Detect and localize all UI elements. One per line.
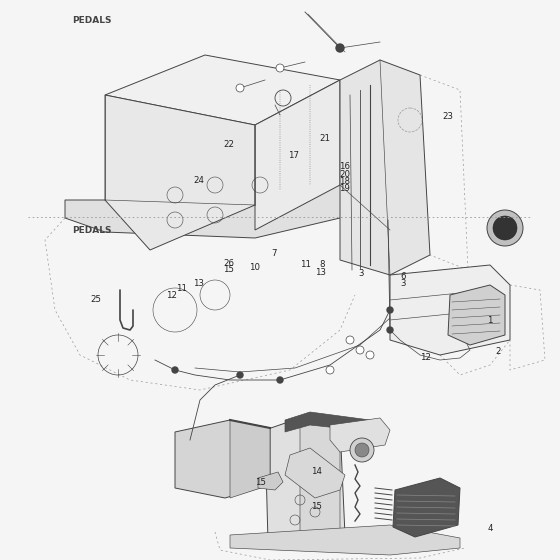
Circle shape <box>326 366 334 374</box>
Polygon shape <box>330 418 390 452</box>
Circle shape <box>336 44 344 52</box>
Text: 12: 12 <box>166 291 178 300</box>
Circle shape <box>346 336 354 344</box>
Polygon shape <box>285 412 375 432</box>
Polygon shape <box>393 478 460 537</box>
Text: 24: 24 <box>193 176 204 185</box>
Polygon shape <box>300 418 340 548</box>
Text: 15: 15 <box>255 478 266 487</box>
Polygon shape <box>340 60 430 275</box>
Circle shape <box>350 438 374 462</box>
Text: 15: 15 <box>223 265 234 274</box>
Text: 2: 2 <box>496 347 501 356</box>
Text: 21: 21 <box>319 134 330 143</box>
Text: 4: 4 <box>487 524 493 533</box>
Circle shape <box>366 351 374 359</box>
Text: 11: 11 <box>300 260 311 269</box>
Polygon shape <box>255 80 340 230</box>
Text: 11: 11 <box>176 284 188 293</box>
Circle shape <box>387 327 393 333</box>
Circle shape <box>236 84 244 92</box>
Circle shape <box>487 210 523 246</box>
Text: 17: 17 <box>288 151 300 160</box>
Polygon shape <box>65 185 370 238</box>
Text: PEDALS: PEDALS <box>72 16 111 25</box>
Circle shape <box>237 372 243 378</box>
Text: 14: 14 <box>311 467 322 476</box>
Text: 13: 13 <box>315 268 326 277</box>
Polygon shape <box>265 418 345 548</box>
Polygon shape <box>105 55 340 125</box>
Text: 20: 20 <box>339 170 350 179</box>
Polygon shape <box>285 448 345 498</box>
Text: 1: 1 <box>487 316 493 325</box>
Text: 16: 16 <box>339 162 350 171</box>
Polygon shape <box>390 265 510 355</box>
Text: 15: 15 <box>311 502 322 511</box>
Polygon shape <box>230 525 460 555</box>
Circle shape <box>356 346 364 354</box>
Text: 8: 8 <box>319 260 325 269</box>
Circle shape <box>277 377 283 383</box>
Circle shape <box>355 443 369 457</box>
Polygon shape <box>230 420 270 498</box>
Circle shape <box>493 216 517 240</box>
Circle shape <box>276 64 284 72</box>
Text: PEDALS: PEDALS <box>72 226 111 235</box>
Polygon shape <box>175 420 270 498</box>
Polygon shape <box>258 472 283 490</box>
Text: 13: 13 <box>193 279 204 288</box>
Text: 3: 3 <box>358 269 364 278</box>
Text: 25: 25 <box>91 295 102 304</box>
Text: 10: 10 <box>249 263 260 272</box>
Text: 18: 18 <box>339 177 350 186</box>
Text: 23: 23 <box>442 112 454 121</box>
Polygon shape <box>105 95 255 250</box>
Circle shape <box>172 367 178 373</box>
Text: 22: 22 <box>223 140 234 149</box>
Text: 26: 26 <box>223 259 234 268</box>
Text: 12: 12 <box>420 353 431 362</box>
Text: 6: 6 <box>400 272 406 281</box>
Polygon shape <box>448 285 505 345</box>
Text: 3: 3 <box>400 279 406 288</box>
Text: 7: 7 <box>272 249 277 258</box>
Circle shape <box>387 307 393 313</box>
Text: 19: 19 <box>339 184 350 193</box>
